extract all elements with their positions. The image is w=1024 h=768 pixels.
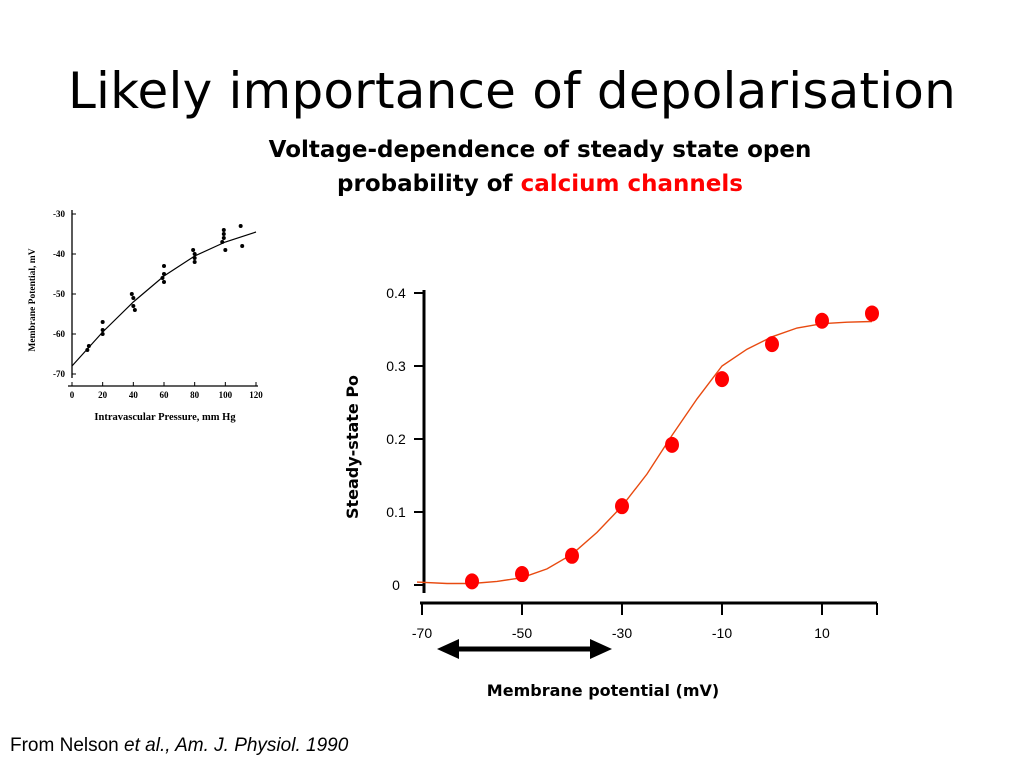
main-chart: -70 -50 -30 -10 10 0 0.1 0.2 0.3 0.4 Steady-stat…	[343, 285, 879, 700]
main-data-point	[515, 566, 529, 583]
inset-x-tick-label: 100	[219, 390, 233, 400]
main-x-ticks: -70 -50 -30 -10 10	[412, 603, 878, 641]
inset-data-point	[162, 272, 166, 276]
slide-title: Likely importance of depolarisation	[68, 62, 956, 120]
main-x-axis-label: Membrane potential (mV)	[487, 681, 719, 700]
inset-data-point	[192, 260, 197, 264]
inset-data-point	[220, 240, 225, 244]
inset-data-point	[238, 224, 243, 228]
inset-data-point	[85, 348, 90, 352]
main-data-point	[615, 498, 629, 515]
main-y-tick-label: 0.4	[386, 285, 406, 301]
main-points	[465, 305, 879, 590]
inset-x-tick-label: 20	[98, 390, 108, 400]
main-x-tick-label: -50	[512, 625, 532, 641]
inset-data-point	[223, 248, 228, 252]
inset-x-tick-label: 60	[160, 390, 170, 400]
inset-data-point	[221, 228, 226, 232]
range-arrow-head-right	[590, 639, 612, 659]
main-data-point	[865, 305, 879, 322]
inset-y-axis-label: Membrane Potential, mV	[28, 248, 38, 351]
inset-y-ticks: -30 -40 -50 -60 -70	[53, 209, 76, 379]
inset-data-point	[221, 236, 226, 240]
inset-data-point	[100, 332, 105, 336]
citation-prefix: From Nelson	[10, 735, 125, 756]
main-y-ticks: 0 0.1 0.2 0.3 0.4	[386, 285, 424, 593]
inset-y-tick-label: -70	[53, 369, 65, 379]
inset-data-point	[129, 292, 134, 296]
main-data-point	[715, 371, 729, 388]
main-y-tick-label: 0.2	[386, 431, 406, 447]
main-fit-curve	[416, 320, 873, 585]
subtitle-line-1: Voltage-dependence of steady state open	[268, 137, 812, 163]
inset-data-point	[86, 344, 91, 348]
main-y-tick-label: 0.3	[386, 358, 406, 374]
main-axes	[420, 290, 877, 605]
inset-data-point	[131, 304, 136, 308]
inset-data-point	[162, 264, 166, 268]
physiological-range-arrow	[437, 639, 612, 659]
inset-data-point	[100, 328, 105, 332]
inset-data-point	[162, 280, 166, 284]
main-x-tick-label: -10	[712, 625, 732, 641]
inset-data-point	[240, 244, 245, 248]
inset-axes	[68, 210, 258, 387]
inset-x-tick-label: 0	[70, 390, 75, 400]
inset-data-point	[131, 296, 136, 300]
main-y-tick-label: 0.1	[386, 504, 406, 520]
inset-data-point	[100, 320, 105, 324]
inset-data-point	[191, 248, 196, 252]
main-data-point	[765, 336, 779, 353]
subtitle-highlight: calcium channels	[520, 171, 743, 197]
inset-x-tick-label: 80	[190, 390, 200, 400]
inset-data-point	[221, 232, 226, 236]
inset-data-point	[160, 276, 165, 280]
citation: From Nelson et al., Am. J. Physiol. 1990	[10, 735, 348, 757]
range-arrow-head-left	[437, 639, 459, 659]
main-y-tick-label: 0	[392, 577, 400, 593]
inset-y-tick-label: -50	[53, 289, 65, 299]
main-x-tick-label: 10	[814, 625, 830, 641]
inset-data-point	[192, 252, 197, 256]
inset-y-tick-label: -40	[53, 249, 65, 259]
inset-x-tick-label: 40	[129, 390, 139, 400]
inset-data-point	[132, 308, 137, 312]
inset-data-point	[192, 256, 197, 260]
inset-points	[85, 224, 245, 352]
inset-y-tick-label: -60	[53, 329, 65, 339]
inset-fit-curve	[71, 231, 257, 367]
inset-y-tick-label: -30	[53, 209, 65, 219]
main-data-point	[665, 436, 679, 453]
citation-source: et al., Am. J. Physiol. 1990	[124, 735, 349, 756]
subtitle-prefix: probability of	[337, 171, 521, 197]
main-data-point	[565, 547, 579, 564]
main-y-axis-label: Steady-state Po	[343, 375, 362, 519]
inset-x-ticks: 0 20 40 60 80 100 120	[70, 382, 263, 400]
main-data-point	[815, 312, 829, 329]
chart-subtitle: Voltage-dependence of steady state open …	[190, 133, 890, 201]
inset-x-axis-label: Intravascular Pressure, mm Hg	[94, 412, 236, 423]
inset-chart: 0 20 40 60 80 100 120 -30 -40 -50 -60 -70 Intravas…	[28, 209, 263, 423]
main-x-tick-label: -70	[412, 625, 432, 641]
main-x-tick-label: -30	[612, 625, 632, 641]
subtitle-line-2: probability of calcium channels	[190, 167, 890, 201]
main-data-point	[465, 573, 479, 590]
inset-x-tick-label: 120	[249, 390, 263, 400]
